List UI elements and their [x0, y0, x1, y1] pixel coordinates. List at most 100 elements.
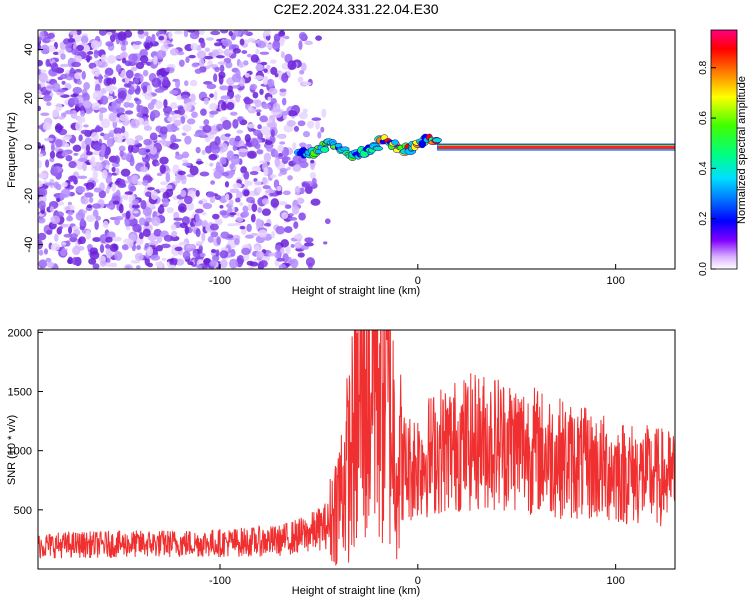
spectrogram-blob	[263, 222, 271, 227]
spectrogram-blob	[73, 33, 82, 43]
spectrogram-blob	[156, 68, 166, 78]
spectrogram-blob	[298, 212, 306, 221]
spectrogram-blob	[210, 231, 219, 238]
spectrogram-blob	[239, 61, 244, 68]
spectrogram-blob	[71, 257, 79, 266]
spectrogram-blob	[106, 138, 115, 147]
spectrogram-blob	[76, 55, 82, 63]
spectrogram-blob	[298, 40, 303, 51]
spectrogram-blob	[125, 69, 134, 79]
spectrogram-blob	[195, 161, 204, 165]
spectrogram-blob	[195, 146, 201, 154]
spectrogram-blob	[235, 93, 241, 103]
spectrogram-blob	[108, 112, 117, 122]
spectrogram-blob	[230, 85, 241, 89]
snr-series-line	[38, 330, 675, 566]
spectrogram-blob	[183, 30, 189, 38]
spectrogram-blob	[167, 116, 176, 123]
spectrogram-blob	[61, 151, 69, 157]
spectrogram-blob	[230, 155, 241, 166]
spectrogram-blob	[112, 76, 117, 85]
spectrogram-blob	[182, 162, 192, 167]
spectrogram-blob	[219, 250, 229, 259]
spectrogram-blob	[196, 264, 203, 269]
spectrogram-blob	[52, 109, 59, 118]
spectrogram-blob	[142, 69, 149, 77]
spectrogram-blob	[321, 108, 327, 118]
spectrogram-blob	[222, 119, 232, 130]
spectrogram-blob	[60, 249, 67, 257]
spectrogram-blob	[310, 198, 321, 206]
spectrogram-blob	[162, 140, 172, 147]
spectrogram-blob	[74, 68, 83, 74]
spectrogram-blob	[218, 74, 224, 85]
spectrogram-blob	[127, 144, 134, 153]
spectrogram-blob	[304, 40, 313, 46]
spectrogram-blob	[90, 132, 99, 142]
spectrogram-blob	[239, 225, 246, 230]
spectrogram-blob	[124, 191, 133, 195]
spectrogram-blob	[143, 125, 152, 131]
spectrogram-blob	[262, 176, 267, 185]
spectrogram-blob	[173, 258, 178, 264]
spectrogram-blob	[154, 88, 165, 93]
spectrogram-blob	[199, 171, 210, 177]
spectrogram-blob	[311, 117, 322, 122]
spectrogram-blob	[157, 80, 162, 87]
spectrogram-y-tick-label: 0	[23, 144, 35, 150]
spectrogram-blob	[160, 126, 168, 135]
spectrogram-blob	[150, 109, 161, 119]
spectrogram-blob	[102, 133, 110, 141]
spectrogram-blob	[145, 148, 151, 153]
spectrogram-blob	[266, 44, 275, 49]
spectrogram-blob	[105, 236, 113, 243]
spectrogram-blob	[202, 124, 212, 134]
spectrogram-blob	[257, 41, 267, 49]
spectrogram-blob	[91, 67, 100, 76]
spectrogram-blob	[264, 140, 273, 145]
spectrogram-blob	[280, 247, 285, 255]
spectrogram-panel: -100 0 100 -40 -20 0 20 40 Height of straight …	[6, 29, 676, 297]
spectrogram-blob	[235, 197, 241, 203]
spectrogram-blob	[249, 83, 258, 90]
spectrogram-blob	[57, 89, 67, 93]
spectrogram-blob	[155, 261, 160, 267]
spectrogram-blob	[134, 40, 142, 46]
signal-track-blob	[418, 140, 427, 149]
spectrogram-blob	[187, 101, 197, 106]
spectrogram-blob	[59, 63, 70, 68]
spectrogram-blob	[189, 79, 198, 87]
spectrogram-blob	[256, 149, 264, 155]
spectrogram-blob	[299, 142, 307, 148]
spectrogram-blob	[290, 258, 299, 269]
spectrogram-blob	[232, 183, 242, 189]
spectrogram-blob	[219, 204, 224, 209]
spectrogram-blob	[266, 122, 276, 128]
spectrogram-blob	[198, 200, 203, 205]
spectrogram-blob	[183, 195, 193, 205]
spectrogram-blob	[253, 75, 264, 81]
snr-y-tick-label: 1500	[8, 387, 32, 399]
spectrogram-blob	[56, 197, 61, 203]
spectrogram-blob	[261, 103, 272, 110]
spectrogram-blob	[224, 133, 231, 137]
spectrogram-blob	[297, 120, 306, 127]
spectrogram-blob	[159, 187, 167, 193]
spectrogram-blob	[288, 213, 294, 217]
snr-x-ticks: -100 0 100	[209, 564, 625, 587]
spectrogram-blob	[210, 144, 221, 154]
spectrogram-blob	[268, 87, 278, 95]
spectrogram-blob	[138, 232, 144, 240]
spectrogram-blob	[161, 243, 171, 249]
spectrogram-blob	[130, 66, 138, 72]
spectrogram-blob	[123, 264, 133, 269]
spectrogram-blob	[217, 61, 227, 65]
spectrogram-blob	[232, 145, 237, 151]
spectrogram-blob	[38, 72, 48, 83]
spectrogram-blob	[187, 261, 194, 266]
spectrogram-blob	[80, 196, 89, 205]
spectrogram-blob	[126, 153, 131, 162]
spectrogram-blob	[84, 137, 92, 146]
spectrogram-blob	[238, 148, 248, 153]
spectrogram-blob	[134, 252, 144, 261]
